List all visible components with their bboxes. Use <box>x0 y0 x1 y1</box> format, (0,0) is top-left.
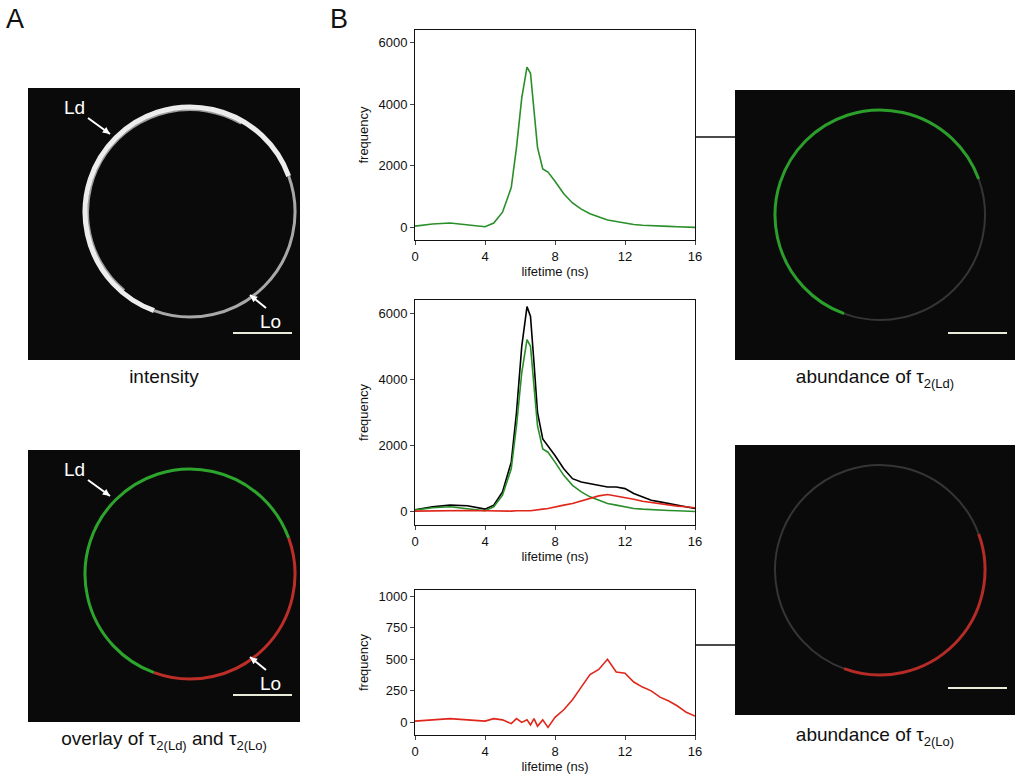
svg-text:12: 12 <box>618 249 632 264</box>
svg-text:16: 16 <box>688 744 702 759</box>
svg-text:2000: 2000 <box>378 438 407 453</box>
svg-text:8: 8 <box>551 534 558 549</box>
svg-text:0: 0 <box>411 744 418 759</box>
svg-text:2000: 2000 <box>378 158 407 173</box>
svg-text:4: 4 <box>481 534 488 549</box>
svg-text:0: 0 <box>400 220 407 235</box>
svg-text:Ld: Ld <box>64 459 85 480</box>
html-text:intensity: intensity <box>129 366 199 387</box>
html-text:abundance of τ2(Lo): abundance of τ2(Lo) <box>795 724 955 749</box>
svg-text:0: 0 <box>411 249 418 264</box>
svg-text:Lo: Lo <box>260 673 281 694</box>
svg-text:Lo: Lo <box>260 311 281 332</box>
html-text:overlay of τ2(Ld)and τ2(Lo): overlay of τ2(Ld)and τ2(Lo) <box>61 728 267 753</box>
svg-text:frequency: frequency <box>356 633 371 691</box>
svg-text:0: 0 <box>411 534 418 549</box>
svg-text:250: 250 <box>386 683 408 698</box>
html-text:A: A <box>6 4 24 34</box>
svg-text:12: 12 <box>618 534 632 549</box>
svg-text:8: 8 <box>551 744 558 759</box>
html-text:abundance of τ2(Ld): abundance of τ2(Ld) <box>795 366 955 391</box>
svg-text:4000: 4000 <box>378 97 407 112</box>
svg-text:0: 0 <box>400 504 407 519</box>
svg-text:12: 12 <box>618 744 632 759</box>
svg-text:4: 4 <box>481 744 488 759</box>
svg-text:500: 500 <box>386 652 408 667</box>
svg-text:lifetime (ns): lifetime (ns) <box>521 549 588 564</box>
svg-text:6000: 6000 <box>378 35 407 50</box>
html-text:B: B <box>330 4 348 34</box>
svg-text:4: 4 <box>481 249 488 264</box>
svg-text:frequency: frequency <box>356 383 371 441</box>
svg-text:1000: 1000 <box>378 589 407 604</box>
svg-text:16: 16 <box>688 249 702 264</box>
svg-text:lifetime (ns): lifetime (ns) <box>521 759 588 774</box>
svg-text:lifetime (ns): lifetime (ns) <box>521 264 588 279</box>
svg-text:Ld: Ld <box>64 97 85 118</box>
svg-text:750: 750 <box>386 620 408 635</box>
svg-text:16: 16 <box>688 534 702 549</box>
svg-text:0: 0 <box>400 715 407 730</box>
svg-text:8: 8 <box>551 249 558 264</box>
svg-text:6000: 6000 <box>378 306 407 321</box>
svg-text:frequency: frequency <box>356 106 371 164</box>
svg-text:4000: 4000 <box>378 372 407 387</box>
